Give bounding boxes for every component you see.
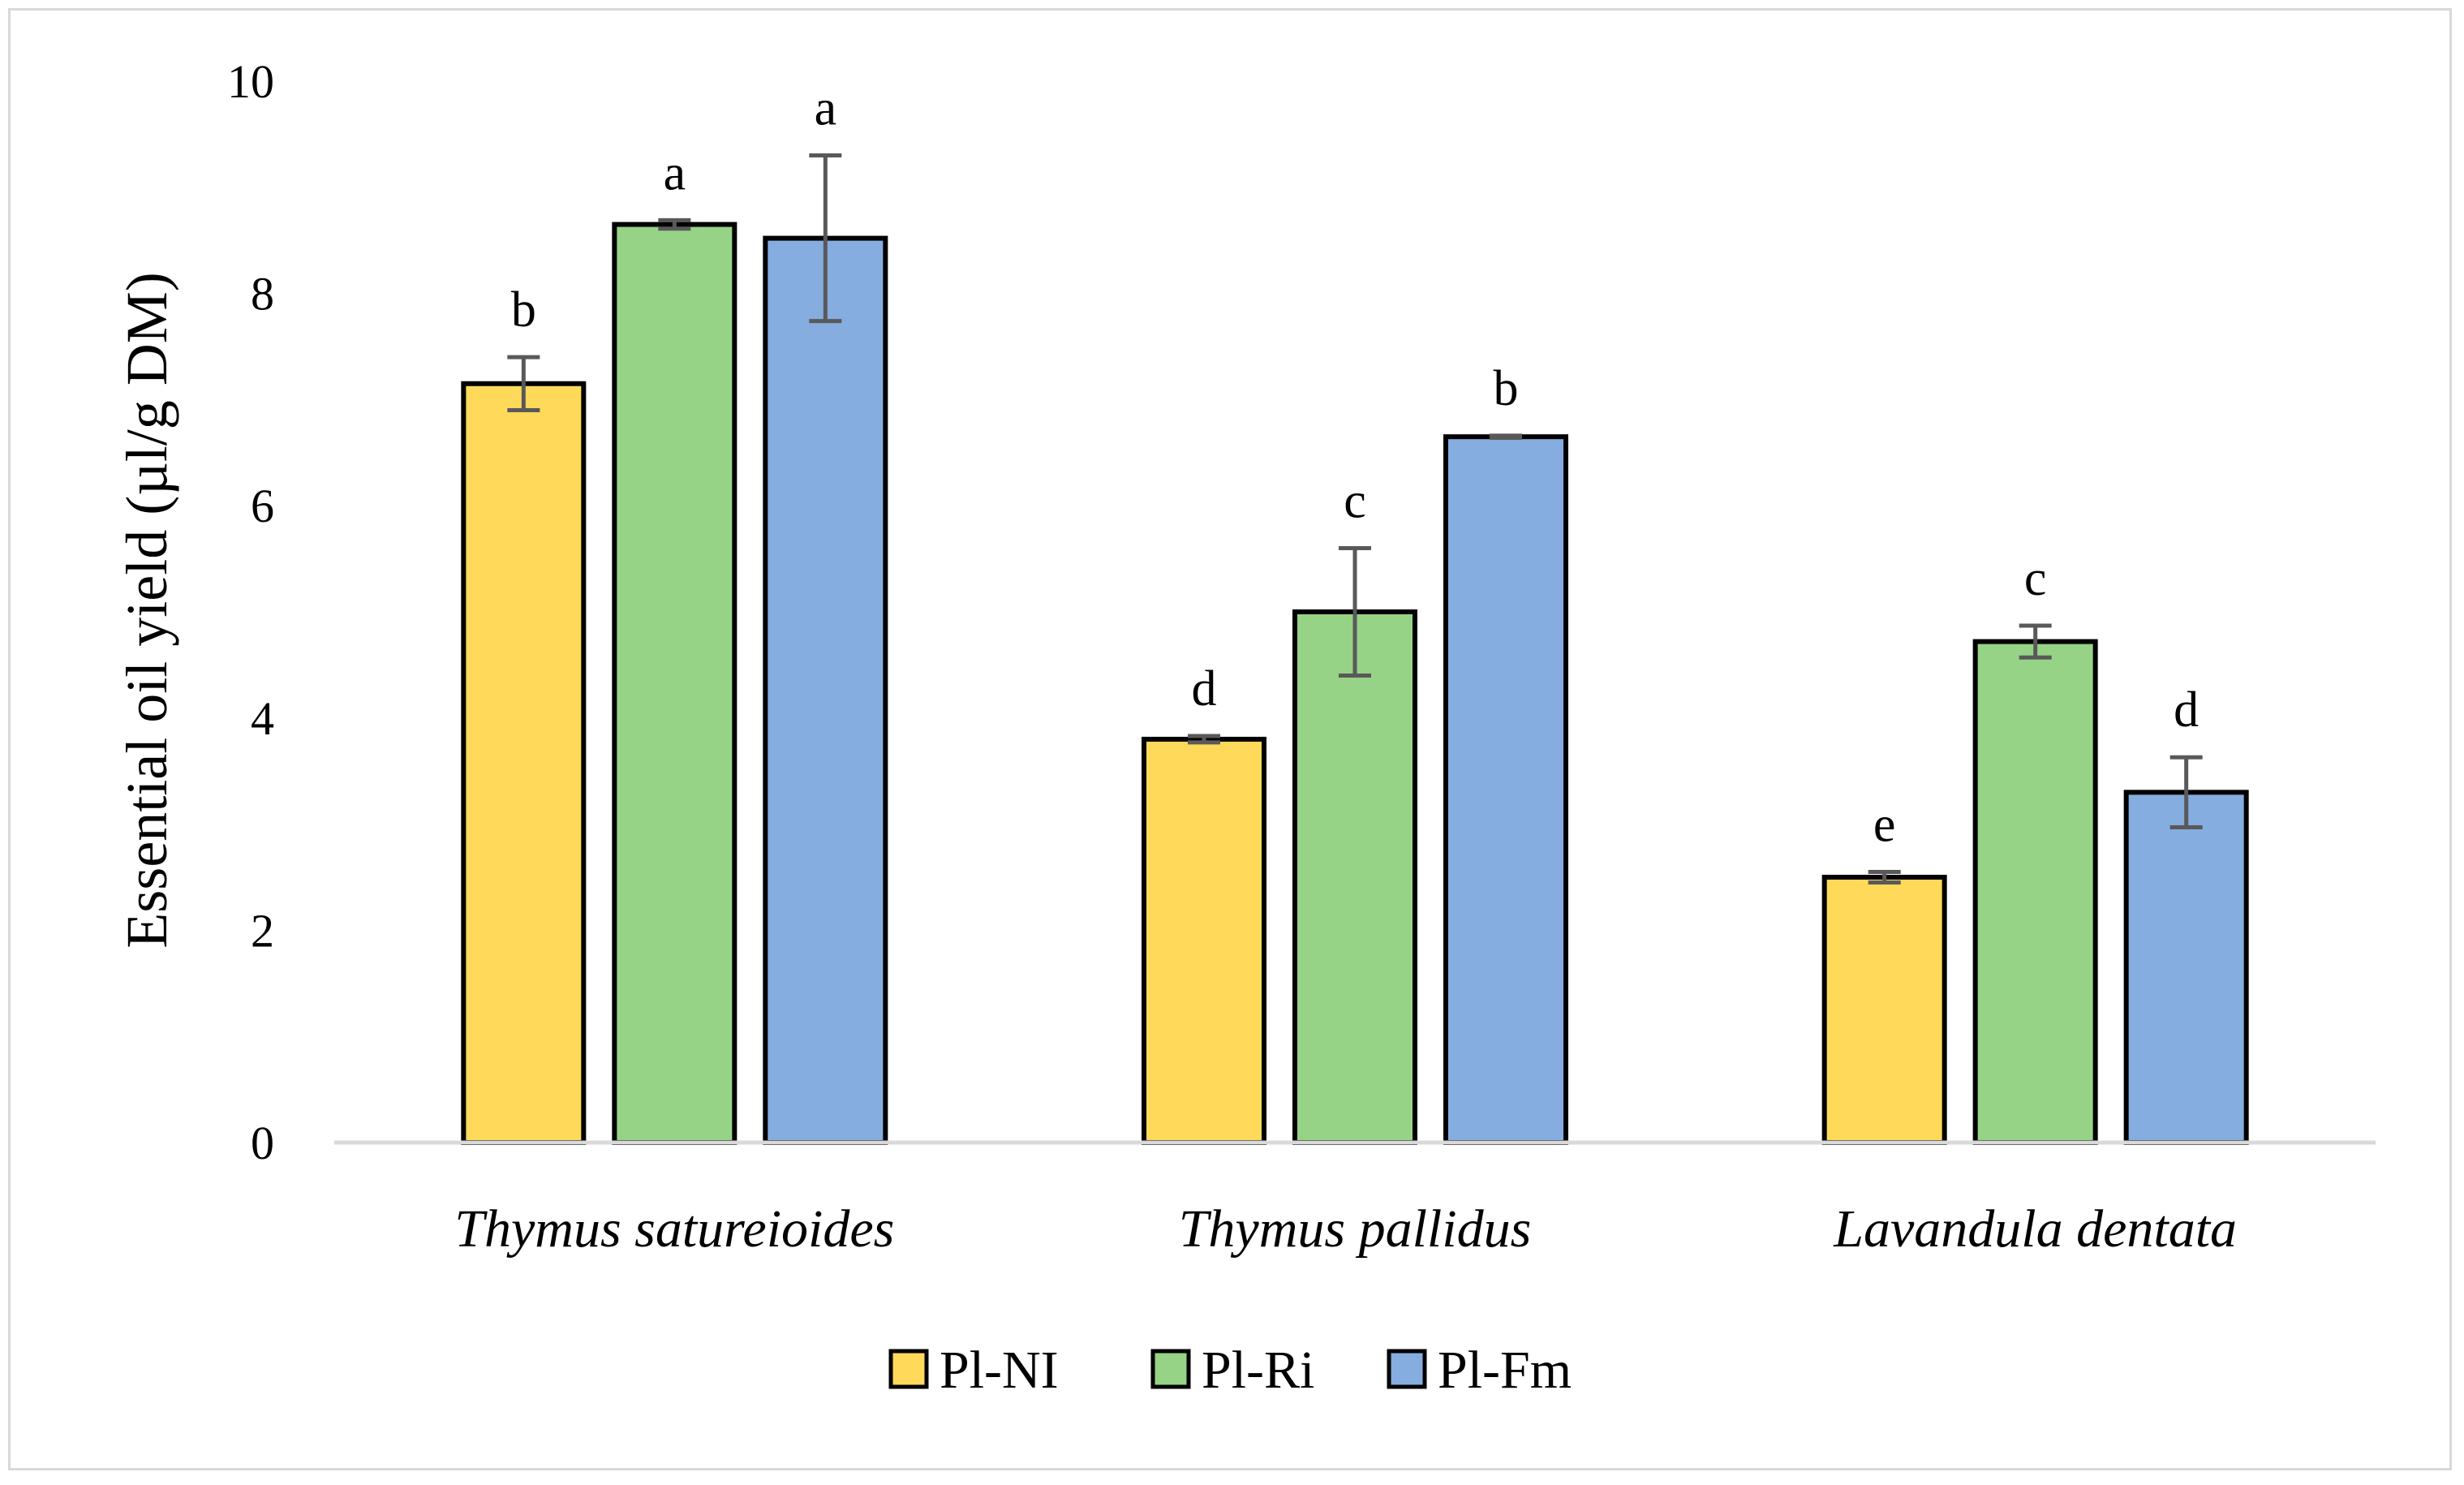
significance-letter: a [664,145,686,200]
category-labels: Thymus satureioides Thymus pallidus Lavand… [454,1199,2237,1259]
significance-letter: c [2024,551,2047,606]
legend-swatch-pl-fm [1387,1349,1427,1389]
bar-pl-fm-0 [763,235,888,1146]
bar-pl-fm-2 [2123,790,2249,1145]
bar-pl-ni-1 [1142,736,1266,1146]
y-tick-label: 8 [251,268,274,321]
y-tick-label: 4 [251,692,274,745]
y-tick-label: 2 [251,904,274,957]
bar-pl-ri-0 [612,222,737,1146]
category-label: Lavandula dentata [1833,1199,2237,1259]
bar-pl-ni-0 [461,381,587,1145]
significance-letter: d [2174,682,2199,738]
legend-label: Pl-NI [940,1341,1059,1400]
y-tick-label: 6 [251,480,274,532]
y-tick-label: 0 [251,1117,274,1169]
bar-pl-ri-2 [1972,639,2098,1145]
category-label: Thymus satureioides [454,1199,894,1259]
legend-label: Pl-Ri [1202,1341,1314,1400]
bar-pl-fm-1 [1443,434,1568,1145]
significance-letter: c [1344,474,1366,529]
bar-pl-ni-2 [1821,875,1947,1145]
y-axis-title: Essential oil yield (µl/g DM) [114,272,179,948]
significance-letter: a [815,81,837,136]
legend-swatch-pl-ni [888,1349,929,1389]
significance-letter: b [511,282,536,338]
category-label: Thymus pallidus [1179,1199,1532,1259]
legend: Pl-NI Pl-Ri Pl-Fm [888,1341,1572,1400]
bar-pl-ri-1 [1292,609,1417,1145]
significance-letter: e [1873,797,1896,852]
y-tick-label: 10 [227,55,274,108]
legend-swatch-pl-ri [1150,1349,1191,1389]
legend-label: Pl-Fm [1438,1341,1572,1400]
significance-letter: b [1494,361,1519,416]
bars-layer: b a a d c b e c d [461,81,2249,1146]
y-axis-ticks: 0 2 4 6 8 10 [227,55,274,1169]
significance-letter: d [1192,661,1217,717]
